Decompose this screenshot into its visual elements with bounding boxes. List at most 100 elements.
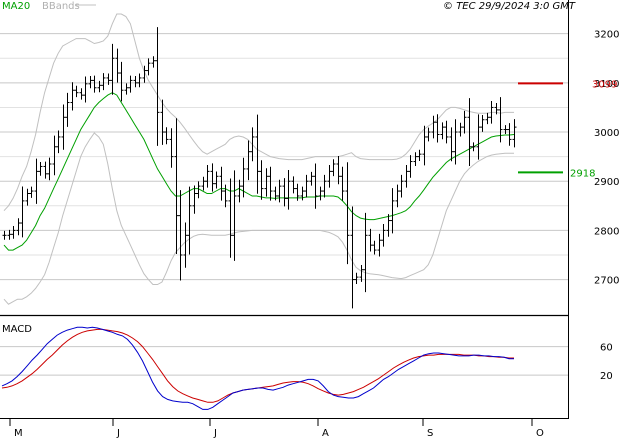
price-bar [471,142,476,152]
price-bar [286,170,291,210]
price-bar [449,127,454,162]
ma20-line [3,92,515,251]
price-bar [372,240,377,255]
price-bar [29,186,34,198]
price-bar [291,176,296,194]
price-bar [101,73,106,91]
price-bar [187,186,192,255]
level-labels: 3099 2918 [570,79,617,179]
price-bar [43,161,48,179]
price-bar [115,48,120,83]
price-bar [223,184,228,208]
price-bar [273,186,278,201]
price-bar [160,99,165,145]
macd-signal-line [1,328,514,403]
price-bar [458,122,463,137]
price-bar [381,224,386,247]
price-bar [110,43,115,95]
price-bar [246,140,251,181]
price-bar [395,184,400,208]
price-bar [413,152,418,166]
price-bar [259,160,264,200]
x-tick-label: A [322,428,329,439]
macd-title: MACD [2,324,32,335]
price-bar [331,159,336,177]
price-bar [453,119,458,165]
macd-tick-label: 60 [600,343,613,354]
price-bar [264,168,269,197]
price-bar [219,166,224,201]
price-bar [480,114,485,132]
price-bar [38,162,43,176]
price-bar [92,75,97,93]
price-bar [232,170,237,261]
price-bar [25,188,30,206]
price-bar [354,272,359,284]
price-bar [83,76,88,103]
x-tick-label: O [536,428,544,439]
price-bar [65,92,70,127]
price-bar [336,156,341,185]
price-bar [124,83,129,95]
price-bar [178,190,183,281]
price-bar [119,61,124,102]
price-bar [512,119,517,148]
price-bar [295,183,300,201]
price-bar [476,114,481,160]
price-bar [462,110,467,134]
price-bar [359,264,364,282]
resistance-level-label: 3099 [592,79,617,90]
price-bar [300,186,305,201]
price-bar [34,158,39,204]
price-bars [2,27,517,309]
price-bar [74,85,79,98]
price-bar [507,123,512,146]
price-bar [368,228,373,252]
macd-main-line [1,326,514,410]
x-tick-label: S [427,428,433,439]
price-bar [56,130,61,154]
price-bar [327,164,332,188]
price-bar [52,135,57,176]
price-tick-label: 3100 [594,79,619,90]
price-bar [255,114,260,194]
price-bar [155,27,160,146]
price-bar [498,97,503,143]
price-bar [183,222,188,268]
price-bar [417,149,422,162]
price-bar [11,225,16,239]
x-tick-label: J [116,428,120,439]
x-tick-label: M [14,428,23,439]
price-bar [250,127,255,162]
price-bar [192,185,197,214]
price-bar [435,114,440,143]
support-level-label: 2918 [570,168,595,179]
price-bar [399,174,404,198]
copyright-label: © TEC 29/9/2024 3:0 GMT [443,1,576,12]
price-bar [241,157,246,198]
price-bar [210,163,215,192]
price-bar [350,206,355,309]
price-bar [408,155,413,178]
price-bar [20,186,25,238]
price-bar [97,80,102,93]
price-bar [489,101,494,124]
price-tick-label: 2800 [594,226,619,237]
ma20-legend: MA20 [2,1,30,12]
price-bar [47,157,52,181]
x-tick-label: J [213,428,217,439]
price-bar [133,75,138,88]
price-bar [340,166,345,201]
price-bar [345,162,350,265]
bollinger-bands [3,13,514,305]
price-bar [88,75,93,89]
price-bar [268,166,273,201]
price-bar [2,230,7,240]
price-bar [151,56,156,68]
price-tick-label: 3000 [594,128,619,139]
price-bar [228,178,233,258]
price-tick-label: 3200 [594,30,619,41]
price-bar [386,214,391,237]
price-bar [16,218,21,236]
